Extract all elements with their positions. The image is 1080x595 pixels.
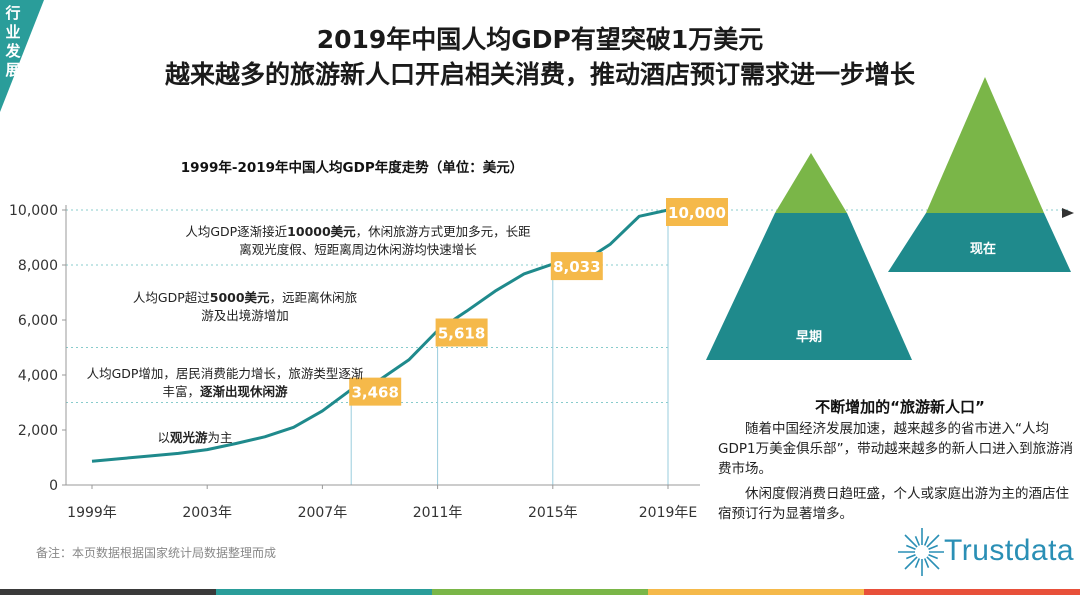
burst-ray — [926, 534, 940, 548]
footer-bar-5 — [864, 589, 1080, 595]
arrow-head — [1062, 208, 1074, 218]
footer-bar-3 — [432, 589, 648, 595]
x-tick-label: 2007年 — [298, 505, 348, 521]
mountain-right-top — [926, 77, 1044, 213]
annotation-text: 人均GDP增加，居民消费能力增长，旅游类型逐渐 — [87, 366, 364, 381]
burst-ray — [904, 534, 918, 548]
burst-ray — [914, 535, 921, 546]
side-paragraph-1: 随着中国经济发展加速，越来越多的省市进入“人均GDP1万美金俱乐部”，带动越来越… — [718, 421, 1074, 477]
data-label-box — [435, 318, 488, 347]
mountain-right-base — [888, 213, 1071, 272]
mountain-left-top — [775, 153, 847, 213]
burst-ray — [923, 558, 930, 569]
y-tick-label: 0 — [49, 478, 58, 494]
annotation-text: 丰富，逐渐出现休闲游 — [162, 384, 288, 399]
starburst-icon — [898, 528, 944, 576]
burst-ray — [923, 535, 930, 546]
data-label-box — [550, 252, 603, 281]
chart-title: 1999年-2019年中国人均GDP年度走势（单位：美元） — [181, 159, 523, 176]
page-subtitle: 越来越多的旅游新人口开启相关消费，推动酒店预订需求进一步增长 — [164, 60, 915, 89]
annotation-text: 离观光度假、短距离周边休闲游均快速增长 — [239, 242, 477, 257]
x-tick-label: 2019年E — [639, 505, 697, 521]
y-tick-label: 4,000 — [18, 368, 58, 384]
side-title: 不断增加的“旅游新人口” — [815, 398, 985, 416]
data-label: 8,033 — [553, 258, 600, 276]
annotation-text: 人均GDP超过5000美元，远距离休闲旅 — [133, 290, 357, 305]
burst-ray — [905, 553, 916, 560]
footer-bar-1 — [0, 589, 216, 595]
burst-ray — [904, 556, 918, 570]
data-label: 5,618 — [438, 325, 485, 343]
y-tick-label: 6,000 — [18, 313, 58, 329]
x-tick-label: 2015年 — [528, 505, 578, 521]
burst-ray — [928, 544, 939, 551]
data-label-box — [349, 377, 402, 406]
x-tick-label: 1999年 — [67, 505, 117, 521]
annotation-text: 以观光游为主 — [157, 430, 232, 445]
trustdata-logo: Trustdata — [896, 524, 1076, 580]
mountain-right-label: 现在 — [970, 241, 996, 257]
data-label: 10,000 — [668, 204, 726, 222]
y-tick-label: 10,000 — [9, 203, 58, 219]
burst-ray — [926, 556, 940, 570]
y-tick-label: 2,000 — [18, 423, 58, 439]
mountain-left-label: 早期 — [796, 330, 822, 345]
side-paragraph-2: 休闲度假消费日趋旺盛，个人或家庭出游为主的酒店住宿预订行为显著增多。 — [718, 486, 1069, 522]
x-tick-label: 2003年 — [182, 505, 232, 521]
footnote: 备注：本页数据根据国家统计局数据整理而成 — [36, 546, 277, 560]
burst-ray — [905, 544, 916, 551]
burst-ray — [928, 553, 939, 560]
footer-bar-2 — [216, 589, 432, 595]
mountain-left-base — [706, 213, 912, 360]
annotation-text: 人均GDP逐渐接近10000美元，休闲旅游方式更加多元，长距 — [185, 224, 530, 239]
annotation-text: 游及出境游增加 — [201, 308, 289, 323]
logo-text: Trustdata — [944, 534, 1075, 567]
data-label-box — [666, 198, 728, 226]
corner-tab — [0, 0, 44, 112]
corner-label: 行业发展 — [5, 4, 21, 79]
burst-ray — [914, 558, 921, 569]
page-title: 2019年中国人均GDP有望突破1万美元 — [316, 25, 764, 54]
footer-bar-4 — [648, 589, 864, 595]
y-tick-label: 8,000 — [18, 258, 58, 274]
x-tick-label: 2011年 — [413, 505, 463, 521]
data-label: 3,468 — [351, 384, 398, 402]
